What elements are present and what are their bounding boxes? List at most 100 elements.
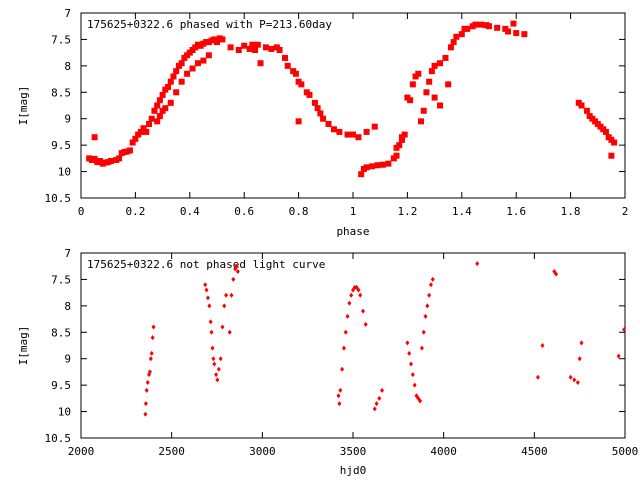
chart-title: 175625+0322.6 phased with P=213.60day: [87, 18, 332, 31]
data-point: [341, 345, 346, 351]
data-point: [396, 142, 403, 149]
data-point: [151, 107, 158, 114]
data-point: [252, 47, 259, 53]
y-tick-label: 10: [58, 406, 71, 419]
x-tick-label: 2500: [158, 445, 185, 458]
data-point: [235, 269, 240, 274]
x-tick-label: 0.2: [125, 205, 145, 218]
data-point: [398, 136, 405, 143]
x-tick-label: 0.8: [289, 205, 309, 218]
data-point: [437, 60, 444, 67]
data-point: [450, 39, 457, 46]
data-point: [385, 160, 392, 167]
data-point: [126, 147, 133, 154]
data-point: [371, 123, 378, 130]
data-point: [178, 60, 185, 67]
data-point: [276, 47, 283, 53]
data-point: [494, 24, 501, 31]
data-point: [143, 401, 148, 407]
data-point: [214, 39, 220, 46]
data-point: [314, 105, 321, 112]
data-point: [262, 44, 269, 51]
data-point: [464, 25, 471, 32]
data-point: [374, 401, 379, 407]
data-point: [150, 335, 155, 341]
data-point: [162, 105, 169, 112]
data-point: [363, 128, 370, 135]
x-tick-label: 2: [622, 205, 629, 218]
data-point: [350, 131, 356, 138]
data-point: [486, 23, 492, 30]
data-point: [148, 115, 155, 122]
data-point: [602, 128, 609, 135]
data-point: [209, 329, 214, 335]
data-point: [336, 128, 343, 135]
data-point: [356, 287, 361, 293]
data-point: [472, 21, 479, 28]
data-point: [423, 89, 430, 96]
data-point: [129, 139, 136, 146]
data-point: [165, 84, 172, 90]
data-point: [298, 81, 305, 88]
data-point: [284, 62, 291, 69]
x-tick-label: 4500: [521, 445, 548, 458]
data-point: [219, 36, 226, 43]
data-point: [200, 57, 207, 64]
data-point: [147, 369, 152, 375]
data-point: [205, 295, 210, 301]
data-point: [419, 345, 424, 351]
data-point: [246, 45, 253, 52]
x-tick-label: 4000: [430, 445, 457, 458]
data-point: [410, 372, 415, 378]
y-tick-label: 10.5: [45, 192, 72, 205]
data-point: [292, 70, 299, 77]
data-point: [220, 324, 225, 330]
data-point: [207, 303, 212, 309]
data-point: [170, 73, 177, 80]
data-point: [393, 152, 400, 159]
data-point: [215, 377, 220, 383]
data-point: [156, 97, 163, 104]
data-point: [428, 282, 433, 288]
data-point: [608, 152, 615, 159]
data-point: [205, 52, 212, 59]
data-point: [554, 271, 559, 277]
y-axis-label: I[mag]: [17, 86, 30, 126]
data-point: [583, 107, 590, 114]
data-point: [216, 366, 221, 372]
data-point: [418, 118, 424, 125]
data-point: [149, 350, 154, 356]
data-point: [409, 81, 416, 88]
data-point: [442, 54, 449, 61]
data-point: [427, 292, 432, 298]
data-point: [178, 78, 185, 85]
y-tick-label: 10: [58, 166, 71, 179]
data-point: [154, 118, 161, 125]
data-point: [229, 292, 234, 298]
x-tick-label: 1: [350, 205, 357, 218]
data-point: [235, 47, 242, 53]
data-point: [210, 345, 215, 351]
data-point: [423, 313, 428, 319]
data-point: [513, 30, 520, 37]
data-point: [374, 162, 381, 169]
data-point: [268, 45, 275, 52]
data-point: [426, 78, 433, 85]
x-tick-label: 5000: [612, 445, 639, 458]
x-tick-label: 0.4: [180, 205, 200, 218]
data-point: [445, 81, 452, 88]
data-point: [143, 128, 150, 135]
data-point: [211, 356, 216, 362]
data-point: [218, 356, 223, 362]
data-point: [611, 139, 618, 146]
data-point: [227, 329, 232, 335]
data-point: [320, 115, 327, 122]
data-point: [257, 60, 264, 67]
data-point: [159, 91, 166, 98]
data-point: [173, 89, 180, 96]
data-point: [184, 70, 191, 77]
y-tick-label: 8: [64, 300, 71, 313]
data-point: [447, 44, 454, 51]
data-point: [224, 292, 229, 298]
y-tick-label: 8.5: [51, 326, 71, 339]
